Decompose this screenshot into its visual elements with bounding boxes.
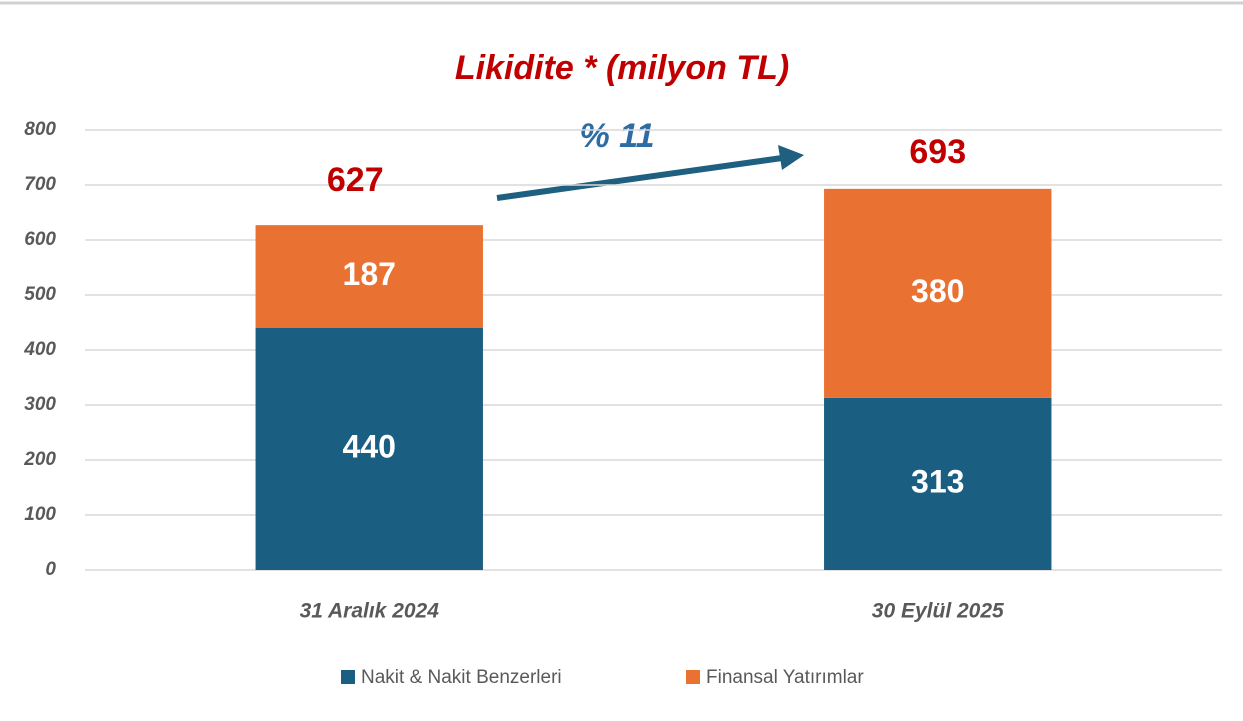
legend-label: Nakit & Nakit Benzerleri — [361, 667, 562, 688]
value-label: 313 — [911, 463, 964, 499]
x-tick-label: 30 Eylül 2025 — [872, 600, 1004, 623]
y-tick-label: 300 — [24, 394, 56, 415]
bar-segment — [824, 188, 1052, 398]
y-tick-label: 400 — [23, 339, 56, 360]
x-tick-label: 31 Aralık 2024 — [300, 600, 440, 623]
y-tick-label: 0 — [45, 559, 56, 580]
bar-segment — [255, 328, 483, 570]
y-tick-label: 100 — [24, 504, 56, 525]
total-label: 627 — [327, 161, 384, 199]
total-label: 693 — [909, 133, 966, 171]
arrow-head — [778, 145, 804, 170]
legend-swatch — [341, 670, 355, 684]
value-label: 380 — [911, 273, 964, 309]
legend-label: Finansal Yatırımlar — [706, 667, 864, 688]
legend-swatch — [686, 670, 700, 684]
y-tick-label: 800 — [24, 119, 56, 140]
y-tick-label: 200 — [23, 449, 56, 470]
value-label: 187 — [343, 256, 396, 292]
growth-arrow — [496, 155, 783, 201]
value-label: 440 — [343, 428, 396, 464]
y-tick-label: 600 — [24, 229, 56, 250]
y-tick-label: 700 — [24, 174, 56, 195]
bar-segment — [255, 225, 483, 328]
y-tick-label: 500 — [24, 284, 56, 305]
chart-title: Likidite * (milyon TL) — [455, 49, 789, 87]
growth-annotation: % 11 — [580, 117, 655, 155]
bar-segment — [824, 397, 1052, 570]
